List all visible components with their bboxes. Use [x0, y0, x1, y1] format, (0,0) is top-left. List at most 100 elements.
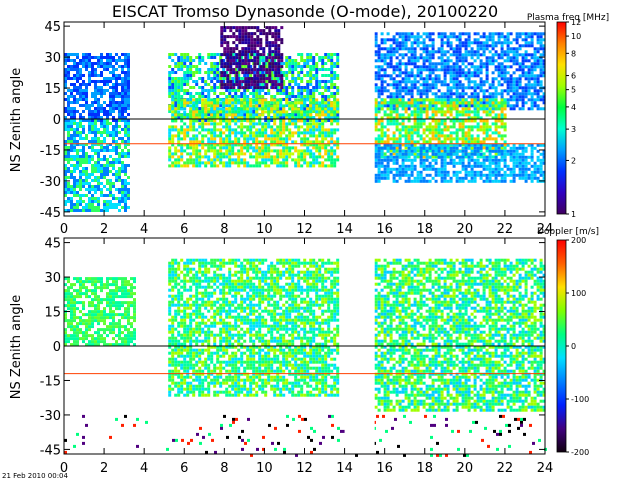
- data-cell: [392, 152, 396, 156]
- data-cell: [315, 149, 319, 153]
- data-cell: [401, 134, 405, 138]
- data-cell: [306, 110, 310, 114]
- data-cell: [377, 101, 381, 105]
- data-cell: [428, 125, 432, 129]
- data-cell: [506, 53, 510, 57]
- data-cell: [115, 83, 118, 86]
- data-cell: [494, 152, 498, 156]
- data-cell: [64, 149, 67, 152]
- data-cell: [306, 128, 310, 132]
- data-cell: [515, 104, 519, 108]
- data-cell: [121, 119, 124, 122]
- data-cell: [201, 128, 205, 132]
- data-cell: [198, 101, 202, 104]
- data-cell: [374, 155, 378, 159]
- data-cell: [416, 35, 420, 39]
- data-cell: [177, 158, 181, 162]
- data-cell: [247, 83, 251, 87]
- data-cell: [404, 83, 408, 87]
- data-cell: [374, 41, 378, 45]
- data-cell: [243, 146, 247, 150]
- data-cell: [67, 191, 70, 194]
- data-cell: [210, 98, 214, 102]
- data-cell: [100, 89, 103, 92]
- data-cell: [256, 53, 260, 57]
- data-cell: [241, 62, 245, 66]
- data-cell: [237, 95, 241, 98]
- data-cell: [503, 152, 507, 156]
- data-cell: [434, 134, 438, 138]
- data-cell: [440, 134, 444, 138]
- data-cell: [407, 131, 411, 135]
- data-cell: [518, 155, 522, 159]
- data-cell: [449, 149, 453, 153]
- data-cell: [231, 98, 235, 102]
- data-cell: [97, 167, 100, 170]
- data-cell: [268, 56, 272, 60]
- data-cell: [500, 122, 504, 126]
- data-cell: [395, 50, 399, 54]
- data-cell: [458, 65, 462, 69]
- data-cell: [121, 116, 124, 119]
- data-cell: [103, 170, 106, 173]
- data-cell: [461, 146, 465, 150]
- data-cell: [276, 143, 280, 147]
- data-cell: [216, 134, 220, 138]
- data-cell: [253, 50, 257, 54]
- data-cell: [174, 158, 178, 162]
- data-cell: [410, 128, 414, 132]
- data-cell: [482, 50, 486, 54]
- data-cell: [422, 47, 426, 51]
- data-cell: [407, 107, 411, 111]
- data-cell: [521, 38, 525, 42]
- data-cell: [79, 98, 82, 101]
- data-cell: [527, 86, 531, 90]
- data-cell: [503, 104, 507, 108]
- data-cell: [100, 110, 103, 113]
- data-cell: [106, 62, 109, 65]
- data-cell: [291, 95, 295, 98]
- data-cell: [377, 71, 381, 75]
- data-cell: [324, 68, 328, 71]
- data-cell: [467, 83, 471, 87]
- data-cell: [288, 101, 292, 105]
- data-cell: [500, 110, 504, 114]
- data-cell: [223, 41, 227, 45]
- data-cell: [407, 149, 411, 153]
- data-cell: [253, 32, 257, 36]
- data-cell: [118, 59, 121, 62]
- data-cell: [67, 137, 70, 140]
- data-cell: [333, 164, 337, 168]
- data-cell: [503, 107, 507, 111]
- data-cell: [309, 68, 313, 71]
- data-cell: [118, 167, 121, 170]
- data-cell: [226, 56, 230, 60]
- data-cell: [64, 59, 67, 62]
- data-cell: [82, 128, 85, 131]
- data-cell: [392, 35, 396, 39]
- data-cell: [318, 110, 322, 114]
- data-cell: [542, 101, 546, 105]
- data-cell: [446, 125, 450, 129]
- data-cell: [121, 182, 124, 185]
- data-cell: [470, 53, 474, 57]
- data-cell: [237, 158, 241, 162]
- data-cell: [277, 74, 281, 78]
- data-cell: [106, 83, 109, 86]
- data-cell: [300, 131, 304, 135]
- data-cell: [309, 128, 313, 132]
- data-cell: [285, 116, 289, 120]
- data-cell: [497, 56, 501, 60]
- data-cell: [109, 131, 112, 134]
- data-cell: [437, 80, 441, 84]
- data-cell: [321, 110, 325, 114]
- data-cell: [210, 164, 214, 168]
- data-cell: [485, 134, 489, 138]
- data-cell: [467, 128, 471, 132]
- data-cell: [234, 113, 238, 117]
- data-cell: [91, 164, 94, 167]
- data-cell: [297, 83, 301, 86]
- data-cell: [73, 203, 76, 206]
- data-cell: [109, 149, 112, 152]
- data-cell: [280, 41, 284, 45]
